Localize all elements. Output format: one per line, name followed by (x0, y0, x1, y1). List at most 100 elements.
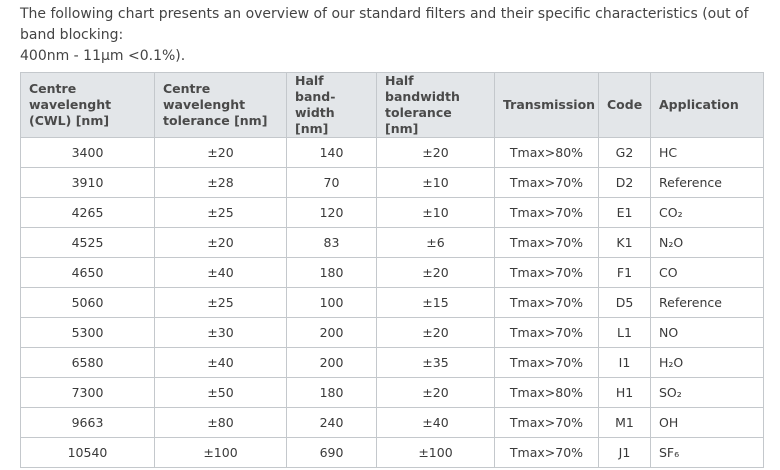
cell-cwl-tolerance: ±20 (154, 227, 287, 258)
cell-code: L1 (598, 317, 651, 348)
cell-cwl: 4265 (20, 197, 155, 228)
cell-transmission: Tmax>80% (494, 377, 599, 408)
table-row: 3400 ±20 140 ±20 Tmax>80% G2 HC (20, 137, 764, 168)
cell-code: H1 (598, 377, 651, 408)
cell-transmission: Tmax>70% (494, 437, 599, 468)
cell-cwl-tolerance: ±40 (154, 257, 287, 288)
intro-paragraph: The following chart presents an overview… (20, 4, 772, 67)
table-row: 4650 ±40 180 ±20 Tmax>70% F1 CO (20, 257, 764, 288)
cell-transmission: Tmax>70% (494, 347, 599, 378)
table-body: 3400 ±20 140 ±20 Tmax>80% G2 HC 3910 ±28 70 ±10 Tma… (20, 137, 764, 468)
header-cwl: Centre wavelenght (CWL) [nm] (20, 72, 155, 138)
header-application: Application (650, 72, 764, 138)
cell-code: E1 (598, 197, 651, 228)
header-half-bandwidth-tolerance: Half bandwidth tolerance [nm] (376, 72, 495, 138)
cell-half-bandwidth-tolerance: ±20 (376, 317, 495, 348)
header-transmission: Transmission (494, 72, 599, 138)
cell-half-bandwidth-tolerance: ±15 (376, 287, 495, 318)
table-row: 3910 ±28 70 ±10 Tmax>70% D2 Reference (20, 167, 764, 198)
header-code: Code (598, 72, 651, 138)
cell-cwl-tolerance: ±28 (154, 167, 287, 198)
cell-code: J1 (598, 437, 651, 468)
cell-half-bandwidth: 180 (286, 257, 377, 288)
cell-half-bandwidth-tolerance: ±6 (376, 227, 495, 258)
cell-half-bandwidth-tolerance: ±20 (376, 137, 495, 168)
cell-application: H₂O (650, 347, 764, 378)
cell-transmission: Tmax>70% (494, 197, 599, 228)
cell-cwl-tolerance: ±80 (154, 407, 287, 438)
cell-cwl-tolerance: ±25 (154, 287, 287, 318)
table-row: 9663 ±80 240 ±40 Tmax>70% M1 OH (20, 407, 764, 438)
table-row: 6580 ±40 200 ±35 Tmax>70% I1 H₂O (20, 347, 764, 378)
cell-transmission: Tmax>70% (494, 167, 599, 198)
cell-cwl: 9663 (20, 407, 155, 438)
cell-application: Reference (650, 167, 764, 198)
cell-half-bandwidth-tolerance: ±40 (376, 407, 495, 438)
cell-cwl-tolerance: ±100 (154, 437, 287, 468)
cell-half-bandwidth-tolerance: ±20 (376, 377, 495, 408)
cell-half-bandwidth: 200 (286, 347, 377, 378)
cell-half-bandwidth-tolerance: ±20 (376, 257, 495, 288)
cell-cwl-tolerance: ±20 (154, 137, 287, 168)
cell-cwl: 3910 (20, 167, 155, 198)
table-row: 4265 ±25 120 ±10 Tmax>70% E1 CO₂ (20, 197, 764, 228)
cell-cwl: 6580 (20, 347, 155, 378)
cell-cwl: 3400 (20, 137, 155, 168)
cell-half-bandwidth: 70 (286, 167, 377, 198)
cell-cwl-tolerance: ±40 (154, 347, 287, 378)
header-half-bandwidth: Half band- width [nm] (286, 72, 377, 138)
cell-cwl: 10540 (20, 437, 155, 468)
cell-cwl: 5060 (20, 287, 155, 318)
cell-code: K1 (598, 227, 651, 258)
cell-cwl: 7300 (20, 377, 155, 408)
cell-half-bandwidth: 83 (286, 227, 377, 258)
cell-application: CO₂ (650, 197, 764, 228)
table-row: 7300 ±50 180 ±20 Tmax>80% H1 SO₂ (20, 377, 764, 408)
cell-application: Reference (650, 287, 764, 318)
cell-cwl-tolerance: ±50 (154, 377, 287, 408)
filters-table: Centre wavelenght (CWL) [nm] Centre wave… (20, 72, 764, 468)
cell-code: G2 (598, 137, 651, 168)
header-cwl-tolerance: Centre wavelenght tolerance [nm] (154, 72, 287, 138)
cell-half-bandwidth: 690 (286, 437, 377, 468)
table-header-row: Centre wavelenght (CWL) [nm] Centre wave… (20, 72, 764, 138)
table-row: 5300 ±30 200 ±20 Tmax>70% L1 NO (20, 317, 764, 348)
cell-code: D2 (598, 167, 651, 198)
cell-code: F1 (598, 257, 651, 288)
cell-transmission: Tmax>70% (494, 227, 599, 258)
cell-transmission: Tmax>70% (494, 317, 599, 348)
cell-cwl: 5300 (20, 317, 155, 348)
cell-code: M1 (598, 407, 651, 438)
cell-half-bandwidth: 100 (286, 287, 377, 318)
cell-application: HC (650, 137, 764, 168)
cell-half-bandwidth: 200 (286, 317, 377, 348)
cell-cwl-tolerance: ±25 (154, 197, 287, 228)
cell-half-bandwidth: 180 (286, 377, 377, 408)
cell-transmission: Tmax>80% (494, 137, 599, 168)
cell-application: CO (650, 257, 764, 288)
cell-application: SF₆ (650, 437, 764, 468)
cell-half-bandwidth: 240 (286, 407, 377, 438)
cell-cwl: 4525 (20, 227, 155, 258)
cell-code: D5 (598, 287, 651, 318)
cell-half-bandwidth-tolerance: ±10 (376, 197, 495, 228)
cell-transmission: Tmax>70% (494, 407, 599, 438)
cell-code: I1 (598, 347, 651, 378)
cell-half-bandwidth: 120 (286, 197, 377, 228)
cell-transmission: Tmax>70% (494, 257, 599, 288)
cell-half-bandwidth-tolerance: ±100 (376, 437, 495, 468)
table-row: 10540 ±100 690 ±100 Tmax>70% J1 SF₆ (20, 437, 764, 468)
cell-application: N₂O (650, 227, 764, 258)
table-row: 5060 ±25 100 ±15 Tmax>70% D5 Reference (20, 287, 764, 318)
cell-half-bandwidth: 140 (286, 137, 377, 168)
cell-transmission: Tmax>70% (494, 287, 599, 318)
cell-application: NO (650, 317, 764, 348)
intro-line-2: 400nm - 11µm <0.1%). (20, 48, 186, 64)
cell-cwl: 4650 (20, 257, 155, 288)
cell-cwl-tolerance: ±30 (154, 317, 287, 348)
cell-half-bandwidth-tolerance: ±10 (376, 167, 495, 198)
cell-application: SO₂ (650, 377, 764, 408)
cell-application: OH (650, 407, 764, 438)
intro-line-1: The following chart presents an overview… (20, 6, 749, 43)
cell-half-bandwidth-tolerance: ±35 (376, 347, 495, 378)
